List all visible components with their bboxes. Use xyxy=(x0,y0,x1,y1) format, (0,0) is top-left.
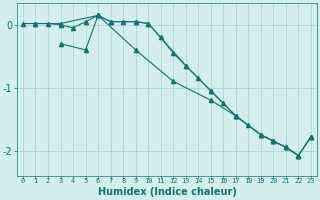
X-axis label: Humidex (Indice chaleur): Humidex (Indice chaleur) xyxy=(98,187,236,197)
